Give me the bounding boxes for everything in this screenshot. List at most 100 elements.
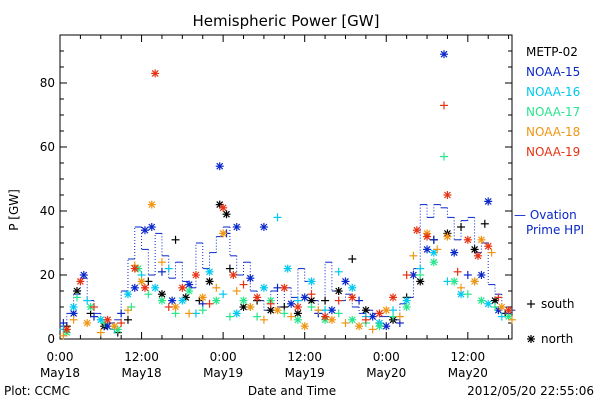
north-marker [239,296,248,305]
south-marker [280,309,289,318]
series-noaa-15 [59,50,513,331]
south-marker [253,312,262,321]
legend-entry-noaa-15: NOAA-15 [526,65,580,79]
north-marker [147,223,156,231]
series-noaa-19 [62,69,513,334]
y-axis-label: P [GW] [7,189,21,231]
south-marker [225,264,234,273]
north-marker [103,315,112,324]
north-marker [497,303,506,311]
north-marker [246,274,255,283]
north-marker [147,200,156,209]
north-marker [280,283,289,292]
north-marker [232,309,241,318]
ovation-label-line2: Prime HPI [526,223,584,237]
legend-entry-noaa-18: NOAA-18 [526,125,580,139]
south-marker [225,312,234,321]
y-tick-label: 20 [40,268,55,282]
north-marker [171,303,180,311]
south-marker [463,271,472,279]
south-marker [457,283,466,292]
north-marker [83,319,92,327]
legend-entry-noaa-17: NOAA-17 [526,105,580,119]
y-tick-labels: 0 20 40 60 80 [40,76,55,346]
south-marker [164,264,173,273]
x-tick-label-time: 0:00 [47,350,74,364]
south-marker [307,303,316,311]
legend-entry-noaa-16: NOAA-16 [526,85,580,99]
north-marker [130,283,139,292]
south-marker [239,280,248,289]
south-marker [389,312,398,321]
x-axis-label: Date and Time [248,384,336,398]
south-marker [341,319,350,327]
south-marker [527,300,535,308]
south-marker [287,312,296,321]
north-marker [246,303,255,311]
south-marker [409,251,418,260]
north-marker [178,296,187,305]
north-marker [253,293,262,302]
north-marker [103,322,112,331]
x-tick-label-date: May18 [122,366,162,380]
north-marker [470,245,479,254]
series-noaa-18 [59,200,516,340]
north-marker [429,248,438,257]
series-noaa-17 [62,152,513,337]
north-marker [219,229,228,238]
north-marker [185,287,194,295]
north-marker [382,322,391,331]
south-marker [440,101,449,110]
marker-key-south: south [541,297,575,311]
south-marker [164,303,173,311]
north-marker [307,277,316,286]
x-tick-label-time: 12:00 [287,350,322,364]
x-tick-label-time: 12:00 [124,350,159,364]
north-marker [375,322,384,331]
north-marker [259,283,268,292]
north-marker [222,210,231,219]
north-marker [123,290,132,299]
south-marker [355,296,364,305]
north-marker [140,283,149,292]
north-marker [440,50,449,59]
north-marker [389,293,398,302]
north-marker [137,277,146,286]
north-marker [402,303,411,311]
south-marker [212,283,221,292]
marker-key: south north [527,297,575,346]
north-marker [348,293,357,302]
north-marker [185,280,194,289]
south-marker [171,235,180,244]
south-marker [232,287,241,295]
south-marker [440,152,449,161]
legend: METP-02 NOAA-15 NOAA-16 NOAA-17 NOAA-18 NOAA-… [526,45,580,159]
plot-frame [59,34,513,340]
timestamp: 2012/05/20 22:55:06 [467,384,594,398]
north-marker [477,296,486,305]
south-marker [334,267,343,276]
north-marker [443,232,452,241]
north-marker [219,203,228,212]
data-points [59,50,516,340]
south-marker [429,235,438,244]
south-marker [219,290,228,299]
north-marker [300,322,309,331]
south-marker [157,267,166,276]
legend-entry-metp-02: METP-02 [526,45,578,59]
north-marker [62,325,71,334]
south-marker [416,271,425,279]
south-marker [491,303,500,311]
x-tick-labels: 0:00 May18 12:00 May18 0:00 May19 12:00 May19 0:… [40,350,488,380]
north-marker [140,226,149,235]
north-marker [273,306,282,315]
south-marker [69,315,78,324]
north-marker [76,277,85,286]
north-marker [355,322,364,331]
north-marker [504,306,513,315]
x-tick-label-time: 0:00 [373,350,400,364]
south-marker [487,248,496,257]
y-tick-label: 0 [47,332,55,346]
x-tick-label-time: 12:00 [451,350,486,364]
